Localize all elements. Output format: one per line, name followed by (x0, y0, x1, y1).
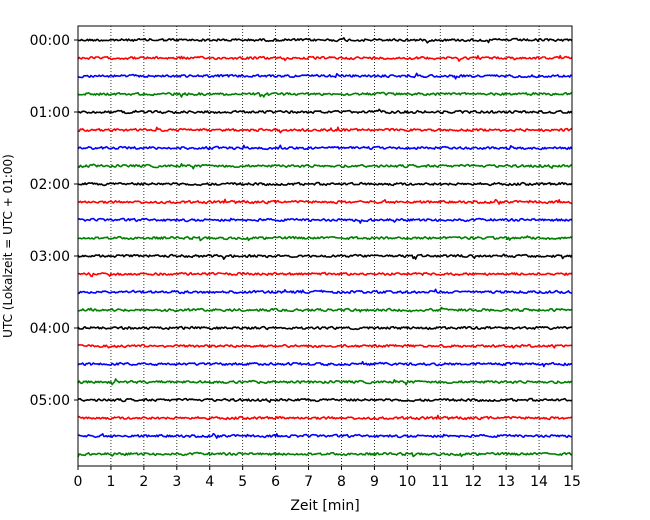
x-tick-label: 4 (205, 474, 214, 490)
trace-group (77, 36, 573, 458)
seismic-trace (77, 360, 573, 368)
seismic-trace (77, 414, 573, 421)
seismic-trace (77, 126, 573, 134)
seismic-trace (77, 198, 573, 205)
seismic-trace (77, 54, 573, 62)
seismic-trace (77, 325, 573, 331)
seismic-trace (77, 253, 573, 261)
y-tick-label: 00:00 (30, 33, 70, 49)
x-axis: 0 1 2 3 4 5 6 7 8 9 10 11 12 13 14 15 (74, 466, 581, 490)
x-tick-label: 3 (172, 474, 181, 490)
seismic-trace (77, 288, 573, 295)
seismic-trace (78, 36, 573, 44)
x-tick-label: 12 (464, 474, 482, 490)
y-axis: 00:00 01:00 02:00 03:00 04:00 05:00 (30, 33, 78, 409)
seismic-trace (77, 397, 573, 404)
y-tick-label: 04:00 (30, 321, 70, 337)
x-tick-label: 14 (530, 474, 548, 490)
x-tick-label: 5 (238, 474, 247, 490)
seismic-trace (77, 217, 573, 224)
plot-frame (77, 25, 573, 467)
x-tick-label: 6 (271, 474, 280, 490)
y-tick-label: 02:00 (30, 177, 70, 193)
x-tick-label: 15 (563, 474, 581, 490)
x-tick-label: 0 (74, 474, 83, 490)
x-tick-label: 1 (106, 474, 115, 490)
x-tick-label: 9 (370, 474, 379, 490)
y-tick-label: 01:00 (30, 105, 70, 121)
x-tick-label: 2 (139, 474, 148, 490)
seismic-trace (77, 271, 573, 278)
x-tick-label: 10 (398, 474, 416, 490)
x-tick-label: 13 (497, 474, 515, 490)
y-axis-label: UTC (Lokalzeit = UTC + 01:00) (1, 154, 15, 338)
seismic-trace (78, 235, 573, 242)
seismic-trace (77, 306, 572, 313)
seismic-trace (77, 378, 573, 386)
seismic-trace (77, 451, 573, 458)
seismic-trace (77, 108, 573, 115)
x-tick-label: 11 (431, 474, 449, 490)
seismic-trace (77, 181, 573, 187)
x-tick-label: 7 (304, 474, 313, 490)
seismic-trace (77, 72, 573, 80)
grid-lines (110, 26, 540, 466)
seismic-trace (77, 163, 573, 170)
seismic-trace (77, 432, 572, 439)
seismic-trace (77, 343, 573, 349)
y-tick-label: 05:00 (30, 393, 70, 409)
x-tick-label: 8 (337, 474, 346, 490)
seismic-trace (77, 144, 573, 151)
seismic-trace (77, 91, 573, 98)
y-tick-label: 03:00 (30, 249, 70, 265)
x-axis-label: Zeit [min] (290, 498, 359, 514)
